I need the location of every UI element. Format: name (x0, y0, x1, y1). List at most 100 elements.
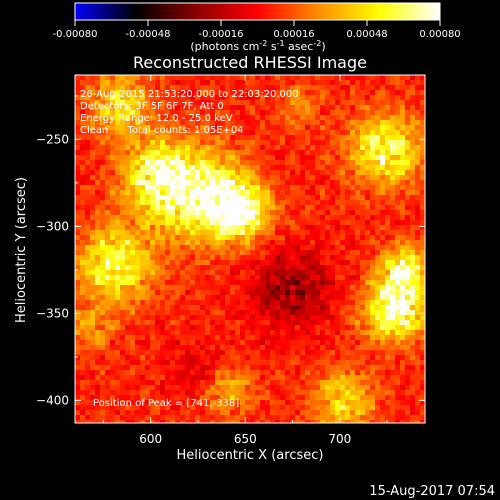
heatmap-cell (315, 165, 321, 171)
heatmap-cell (180, 240, 186, 246)
heatmap-cell (105, 225, 111, 231)
heatmap-cell (75, 80, 81, 86)
heatmap-cell (360, 395, 366, 401)
heatmap-cell (150, 355, 156, 361)
heatmap-cell (85, 355, 91, 361)
heatmap-cell (140, 75, 146, 81)
heatmap-cell (230, 285, 236, 291)
heatmap-cell (285, 205, 291, 211)
heatmap-cell (100, 170, 106, 176)
heatmap-cell (210, 210, 216, 216)
heatmap-cell (290, 395, 296, 401)
heatmap-cell (190, 185, 196, 191)
heatmap-cell (210, 140, 216, 146)
heatmap-cell (380, 380, 386, 386)
heatmap-cell (155, 230, 161, 236)
heatmap-cell (375, 290, 381, 296)
heatmap-cell (320, 125, 326, 131)
heatmap-cell (195, 225, 201, 231)
heatmap-cell (180, 370, 186, 376)
heatmap-cell (125, 85, 131, 91)
heatmap-cell (400, 195, 406, 201)
heatmap-cell (285, 185, 291, 191)
heatmap-cell (115, 320, 121, 326)
heatmap-cell (195, 245, 201, 251)
heatmap-cell (310, 330, 316, 336)
heatmap-cell (375, 145, 381, 151)
heatmap-cell (385, 265, 391, 271)
heatmap-cell (380, 155, 386, 161)
heatmap-cell (100, 390, 106, 396)
heatmap-cell (120, 305, 126, 311)
heatmap-cell (275, 320, 281, 326)
heatmap-cell (185, 170, 191, 176)
heatmap-cell (135, 105, 141, 111)
heatmap-cell (210, 185, 216, 191)
heatmap-cell (175, 170, 181, 176)
heatmap-cell (410, 145, 416, 151)
heatmap-cell (250, 145, 256, 151)
heatmap-cell (115, 405, 121, 411)
heatmap-cell (180, 335, 186, 341)
heatmap-cell (185, 310, 191, 316)
heatmap-cell (305, 345, 311, 351)
heatmap-cell (210, 370, 216, 376)
heatmap-cell (145, 385, 151, 391)
heatmap-cell (245, 100, 251, 106)
heatmap-cell (120, 135, 126, 141)
heatmap-cell (90, 330, 96, 336)
heatmap-cell (150, 290, 156, 296)
heatmap-cell (115, 300, 121, 306)
heatmap-cell (345, 295, 351, 301)
heatmap-cell (90, 335, 96, 341)
heatmap-cell (75, 195, 81, 201)
heatmap-cell (230, 280, 236, 286)
heatmap-cell (415, 255, 421, 261)
heatmap-cell (295, 185, 301, 191)
heatmap-cell (265, 240, 271, 246)
heatmap-cell (195, 175, 201, 181)
heatmap-cell (160, 135, 166, 141)
heatmap-cell (245, 160, 251, 166)
heatmap-cell (290, 130, 296, 136)
heatmap-cell (140, 380, 146, 386)
heatmap-cell (405, 145, 411, 151)
heatmap-cell (365, 190, 371, 196)
heatmap-cell (245, 365, 251, 371)
heatmap-cell (365, 85, 371, 91)
heatmap-cell (100, 350, 106, 356)
heatmap-cell (350, 400, 356, 406)
heatmap-cell (365, 215, 371, 221)
heatmap-cell (330, 400, 336, 406)
heatmap-cell (325, 250, 331, 256)
heatmap-cell (420, 290, 425, 296)
heatmap-cell (385, 80, 391, 86)
heatmap-cell (420, 225, 425, 231)
heatmap-cell (380, 285, 386, 291)
heatmap-cell (305, 275, 311, 281)
heatmap-cell (145, 255, 151, 261)
heatmap-cell (170, 270, 176, 276)
heatmap-cell (240, 135, 246, 141)
heatmap-cell (355, 275, 361, 281)
heatmap-cell (155, 185, 161, 191)
heatmap-cell (265, 80, 271, 86)
heatmap-cell (220, 295, 226, 301)
heatmap-cell (170, 335, 176, 341)
heatmap-cell (330, 330, 336, 336)
heatmap-cell (370, 100, 376, 106)
heatmap-cell (300, 325, 306, 331)
heatmap-cell (395, 355, 401, 361)
heatmap-cell (240, 230, 246, 236)
heatmap-cell (165, 185, 171, 191)
heatmap-cell (175, 100, 181, 106)
heatmap-cell (260, 75, 266, 81)
heatmap-cell (100, 225, 106, 231)
heatmap-cell (150, 415, 156, 421)
heatmap-cell (415, 290, 421, 296)
heatmap-cell (315, 275, 321, 281)
heatmap-cell (305, 100, 311, 106)
heatmap-cell (340, 270, 346, 276)
heatmap-cell (390, 265, 396, 271)
heatmap-cell (290, 150, 296, 156)
